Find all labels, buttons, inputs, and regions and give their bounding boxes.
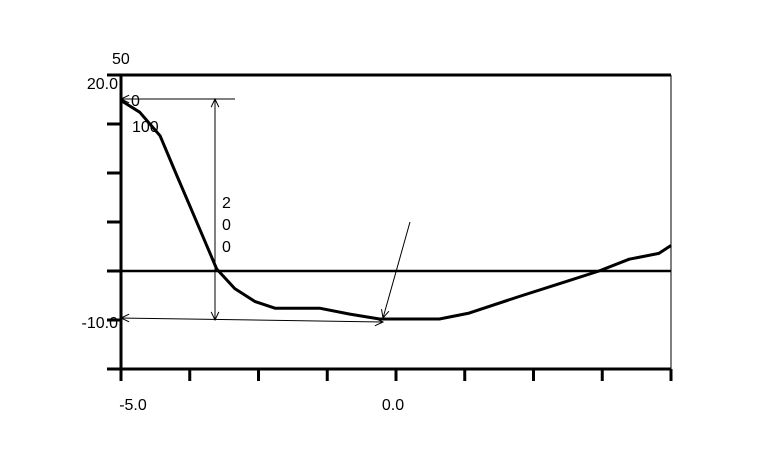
arrowhead-leader — [381, 309, 390, 320]
arrowhead-left — [119, 313, 130, 323]
arrowhead-down — [210, 311, 220, 322]
annotation-100: 100 — [132, 119, 159, 136]
x-tick-label-left: -5.0 — [119, 397, 147, 414]
dimension-line-bottom — [120, 317, 384, 323]
leader-line — [382, 221, 411, 319]
annotation-vertical-0: 2 — [222, 195, 231, 212]
annotation-vertical-2: 0 — [222, 239, 231, 256]
series-line — [120, 99, 672, 321]
arrowhead-right — [374, 317, 385, 327]
y-tick-label-top: 20.0 — [87, 76, 118, 93]
x-tick-label-zero: 0.0 — [382, 397, 404, 414]
axis-ticks — [107, 73, 673, 381]
annotation-arrows — [119, 94, 411, 327]
annotation-0: 0 — [131, 93, 140, 110]
plot-frame — [119, 73, 672, 371]
y-tick-label-bottom: -10.0 — [82, 315, 119, 332]
arrowhead-up — [210, 97, 220, 108]
arrowhead-left — [119, 94, 130, 104]
annotation-50: 50 — [112, 51, 130, 68]
annotation-vertical-1: 0 — [222, 217, 231, 234]
